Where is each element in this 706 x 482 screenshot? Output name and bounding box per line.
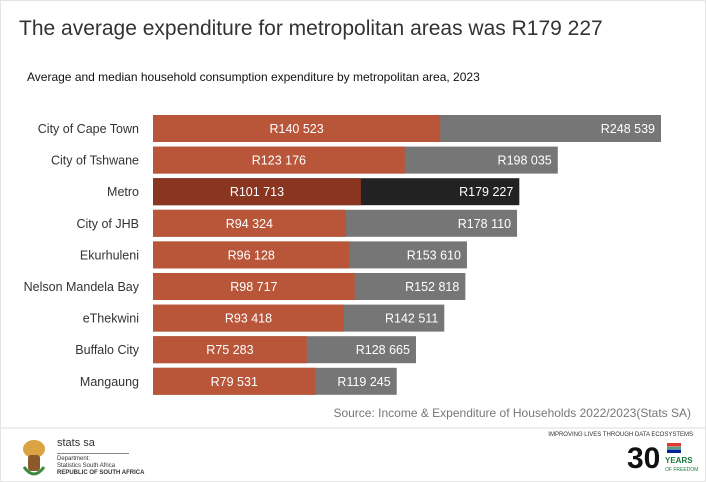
median-bar <box>153 304 344 332</box>
flag-icon <box>667 443 681 453</box>
median-bar <box>153 146 405 174</box>
average-label: R119 245 <box>337 375 390 389</box>
median-label: R93 418 <box>225 312 272 326</box>
median-label: R101 713 <box>230 185 284 199</box>
average-label: R179 227 <box>459 185 513 199</box>
bar-chart: City of Cape Town R140 523 R248 539 City of… <box>24 115 661 395</box>
median-label: R79 531 <box>211 375 258 389</box>
median-bar <box>153 209 346 237</box>
chart-subtitle: Average and median household consumption… <box>27 70 480 84</box>
category-label: City of Cape Town <box>38 122 139 136</box>
dept-line: REPUBLIC OF SOUTH AFRICA <box>57 470 145 476</box>
median-label: R140 523 <box>270 122 324 136</box>
category-label: eThekwini <box>83 312 139 326</box>
footer: stats sa Department: Statistics South Af… <box>1 427 705 481</box>
category-label: Ekurhuleni <box>80 248 139 262</box>
divider <box>57 453 129 454</box>
median-bar <box>153 178 361 206</box>
median-label: R123 176 <box>252 154 306 168</box>
category-label: Nelson Mandela Bay <box>24 280 140 294</box>
average-label: R153 610 <box>407 248 461 262</box>
tagline: IMPROVING LIVES THROUGH DATA ECOSYSTEMS <box>548 432 693 438</box>
average-label: R198 035 <box>498 154 552 168</box>
category-label: Mangaung <box>80 375 139 389</box>
average-label: R142 511 <box>385 312 438 326</box>
median-bar <box>153 241 350 269</box>
dept-line: Statistics South Africa <box>57 463 116 469</box>
median-label: R96 128 <box>228 248 275 262</box>
badge-sub: OF FREEDOM <box>665 467 699 473</box>
median-bar <box>153 367 316 395</box>
median-bar <box>153 115 441 142</box>
average-label: R178 110 <box>458 217 511 231</box>
median-bar <box>153 273 355 300</box>
category-label: Buffalo City <box>75 343 139 357</box>
category-label: Metro <box>107 185 139 199</box>
average-label: R248 539 <box>601 122 655 136</box>
chart-title: The average expenditure for metropolitan… <box>19 17 603 40</box>
source-note: Source: Income & Expenditure of Househol… <box>333 406 691 420</box>
median-label: R94 324 <box>226 217 273 231</box>
org-name: stats sa <box>57 437 95 449</box>
average-label: R128 665 <box>356 343 410 357</box>
median-label: R75 283 <box>206 343 253 357</box>
category-label: City of JHB <box>76 217 139 231</box>
30-years-badge: 30 YEARS OF FREEDOM <box>627 441 701 481</box>
badge-text: YEARS <box>665 456 693 465</box>
dept-line: Department: <box>57 456 91 462</box>
average-label: R152 818 <box>405 280 459 294</box>
badge-number: 30 <box>627 442 661 475</box>
coat-of-arms-logo <box>22 440 46 476</box>
median-label: R98 717 <box>230 280 277 294</box>
median-bar <box>153 336 307 364</box>
category-label: City of Tshwane <box>51 154 139 168</box>
